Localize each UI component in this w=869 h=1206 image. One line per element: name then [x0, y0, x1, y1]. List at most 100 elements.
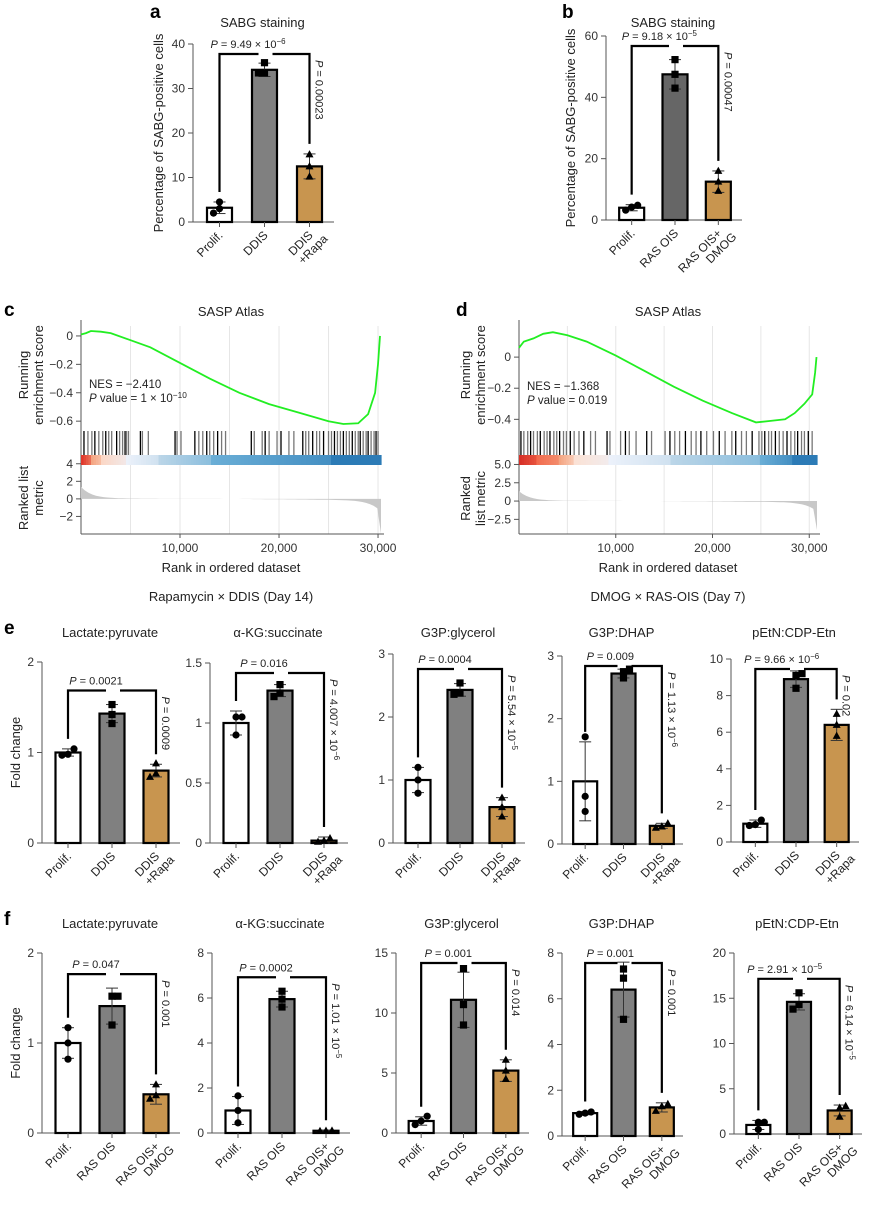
chart-title: SASP Atlas [635, 304, 702, 319]
heat-strip-cell [248, 455, 252, 465]
y-tick-label: 2 [378, 710, 385, 724]
heat-strip-cell [146, 455, 150, 465]
data-point-square [795, 989, 803, 997]
category-label-line: DDIS [599, 850, 629, 880]
p-italic: P [747, 964, 755, 976]
data-point-triangle [714, 186, 723, 194]
y-tick-label: 20 [585, 152, 599, 166]
heat-strip-cell [613, 455, 617, 465]
data-point-circle [751, 821, 759, 829]
data-point-triangle [305, 162, 314, 170]
data-point-triangle [501, 1055, 510, 1063]
significance-bracket [754, 667, 790, 811]
data-point-circle [754, 1118, 762, 1126]
category-label: DDIS [599, 850, 629, 880]
p-text: = 6.14 × 10 [843, 992, 855, 1051]
data-point-circle [745, 821, 753, 830]
bar [785, 1000, 813, 1136]
data-point-square [625, 665, 634, 673]
heat-strip-cell [541, 455, 545, 465]
heat-strip-cell [558, 455, 562, 465]
heat-strip-cell [645, 455, 649, 465]
data-point-triangle [714, 166, 723, 174]
category-label: Prolif. [730, 848, 762, 880]
category-label: Prolif. [213, 1139, 245, 1171]
data-point-circle [587, 1108, 595, 1116]
heat-strip-cell [263, 455, 267, 465]
heat-strip-cell [231, 455, 235, 465]
heat-strip-cell [668, 455, 672, 465]
data-point-triangle [832, 731, 841, 739]
data-point-circle [414, 789, 422, 797]
heat-strip-cell [630, 455, 634, 465]
heat-strip-cell [682, 455, 686, 465]
y-tick-label: 0 [66, 492, 73, 506]
bar-chart-e4: G3P:DHAP 0 1 2 3 Prolif. DDIS DDIS+Rapa P = 0.00… [547, 625, 683, 889]
heat-strip-cell [151, 455, 155, 465]
x-axis-label: Rank in ordered dataset [599, 560, 738, 575]
superscript: −5 [848, 1051, 857, 1061]
bar [782, 678, 810, 844]
heat-strip-cell [348, 455, 352, 465]
heat-strip-cell [653, 455, 657, 465]
heat-strip-cell [368, 455, 372, 465]
heat-strip-cell [625, 455, 629, 465]
heat-strip-cell [98, 455, 102, 465]
heat-strip-cell [573, 455, 577, 465]
heat-strip-cell [591, 455, 595, 465]
heat-strip-cell [228, 455, 232, 465]
data-point-triangle [314, 837, 322, 845]
heat-strip-cell [769, 455, 773, 465]
heat-strip-cell [588, 455, 592, 465]
data-point-triangle [328, 1126, 336, 1134]
heat-strip-cell [715, 455, 719, 465]
heat-strip-cell [556, 455, 560, 465]
significance-bracket [236, 976, 276, 1087]
y-tick-label: 8 [547, 946, 554, 960]
data-point-square [108, 710, 116, 719]
bar-chart-a: SABG staining 0 10 20 30 40 Percentage of SABG… [151, 15, 334, 267]
heat-strip-cell [797, 455, 801, 465]
heat-strip-cell [246, 455, 250, 465]
heat-strip-cell [603, 455, 607, 465]
p-text: = 2.91 × 10 [754, 964, 813, 976]
data-point-square [619, 668, 628, 676]
y-tick-label: 2 [197, 1081, 204, 1095]
data-point-triangle [322, 1126, 330, 1134]
y-tick-label: 4 [547, 1038, 554, 1052]
heat-strip-cell [143, 455, 147, 465]
superscript: −5 [813, 962, 823, 971]
heat-strip-cell [615, 455, 619, 465]
data-point-square [450, 690, 458, 698]
data-point-triangle [501, 1074, 510, 1082]
category-label-line: RAS OIS [74, 1139, 118, 1183]
heat-strip-cell [568, 455, 572, 465]
data-point-square [671, 56, 679, 64]
heat-strip-cell [191, 455, 195, 465]
heat-strip-cell [687, 455, 691, 465]
heat-strip-cell [628, 455, 632, 465]
heat-strip-cell [595, 455, 600, 465]
bar-chart-e3: G3P:glycerol 0 1 2 3 Prolif. DDIS DDIS+Rapa P = … [378, 625, 525, 888]
category-label-line: DDIS [240, 228, 270, 258]
heat-strip-cell [171, 455, 175, 465]
heat-strip-cell [238, 455, 242, 465]
data-point-square [278, 1003, 286, 1011]
p-value-label: P = 9.66 × 10−6 [744, 652, 820, 666]
heat-strip-cell [536, 455, 540, 465]
y-tick-label: 2 [27, 946, 34, 960]
data-point-triangle [651, 1106, 660, 1114]
heat-strip-cell [81, 455, 85, 465]
data-point-triangle [501, 1066, 510, 1074]
data-point-square [798, 670, 806, 678]
heat-strip-cell [727, 455, 731, 465]
heat-strip-cell [799, 455, 803, 465]
data-point-square [619, 1015, 628, 1023]
data-point-circle [760, 1118, 768, 1126]
ranked-metric-area [519, 491, 817, 530]
bar [142, 769, 170, 845]
data-point-square [254, 69, 263, 77]
data-point-circle [64, 750, 72, 758]
heat-strip-cell [173, 455, 177, 465]
